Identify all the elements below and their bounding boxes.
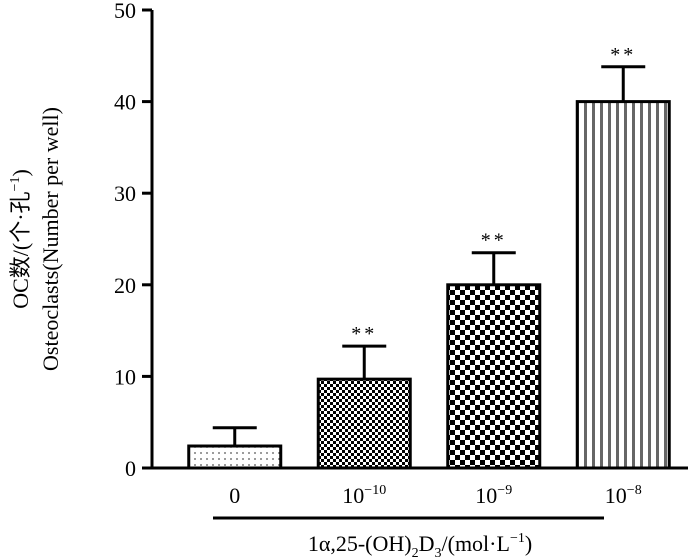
y-axis-ticks: 0 10 20 30 40 50 <box>114 0 152 481</box>
bar <box>187 444 283 470</box>
x-tick-base: 10 <box>475 483 497 508</box>
bar <box>575 100 671 470</box>
x-tick-base: 10 <box>605 483 627 508</box>
x-tick-exponent: −10 <box>364 483 386 498</box>
x-tick-base: 10 <box>342 483 364 508</box>
y-tick-label: 30 <box>114 181 136 206</box>
y-tick-label: 10 <box>114 364 136 389</box>
significance-mark: ** <box>481 230 507 252</box>
y-tick-label: 40 <box>114 90 136 115</box>
bar <box>446 283 542 470</box>
y-tick-label: 50 <box>114 0 136 23</box>
x-tick-label: 0 <box>229 483 240 508</box>
significance-mark: ** <box>351 323 377 345</box>
x-axis-title: 1α,25-(OH)2D3/(mol·L−1) <box>308 531 532 560</box>
x-tick-label: 10−10 <box>342 483 386 508</box>
x-tick-base: 0 <box>229 483 240 508</box>
x-tick-exponent: −9 <box>497 483 512 498</box>
x-tick-exponent: −8 <box>627 483 642 498</box>
x-tick-label: 10−9 <box>475 483 512 508</box>
y-axis-title-line1: OC数/(个·孔−1) <box>8 169 33 309</box>
y-tick-label: 0 <box>125 456 136 481</box>
y-tick-label: 20 <box>114 273 136 298</box>
bars-group: ** ** ** <box>187 44 671 470</box>
y-axis-title-line2: Osteoclasts(Number per well) <box>38 107 63 371</box>
bar <box>316 377 412 470</box>
x-tick-label: 10−8 <box>605 483 642 508</box>
significance-mark: ** <box>610 44 636 66</box>
x-tick-labels: 0 10−10 10−9 10−8 <box>229 483 641 508</box>
